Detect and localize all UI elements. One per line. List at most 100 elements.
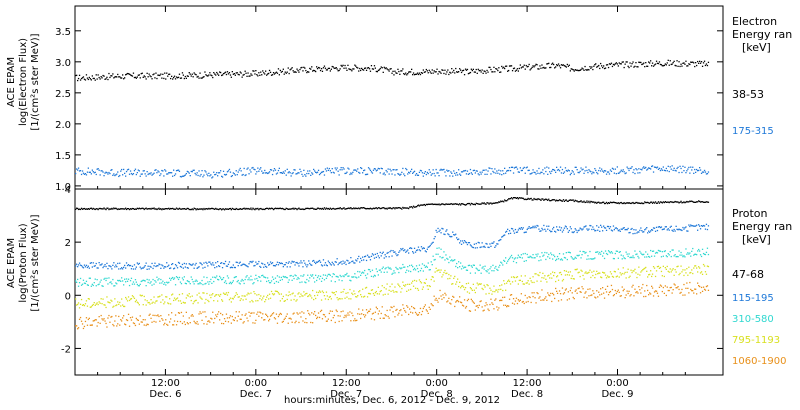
data-point [83,207,86,210]
data-point [410,170,412,172]
data-point [507,199,509,201]
data-point [377,207,379,209]
data-point [544,297,546,300]
data-point [691,61,693,63]
data-point [139,208,141,210]
data-point [376,308,378,310]
data-point [647,253,649,255]
data-point [686,253,688,255]
data-point [237,315,239,317]
data-point [560,227,563,229]
data-point [205,74,207,76]
data-point [387,251,389,254]
data-point [602,66,604,69]
data-point [318,316,321,319]
data-point [330,68,332,70]
data-point [275,173,278,175]
data-point [698,200,700,202]
data-point [379,269,381,271]
data-point [363,169,365,172]
data-point [396,254,398,257]
data-point [370,289,373,291]
data-point [449,71,451,73]
data-point [478,304,480,306]
data-point [353,262,355,264]
data-point [359,313,361,315]
data-point [583,226,585,228]
data-point [185,77,187,79]
data-point [468,310,471,312]
data-point [448,261,450,264]
data-point [212,293,214,295]
data-point [618,172,620,174]
data-point [333,208,335,210]
data-point [182,279,184,281]
data-point [503,280,505,282]
data-point [631,286,633,288]
data-point [414,251,417,253]
data-point [411,206,413,208]
data-point [381,267,383,270]
data-point [363,69,365,71]
data-point [577,255,579,257]
data-point [109,281,111,284]
data-point [489,66,491,69]
data-point [479,203,481,205]
data-point [166,296,168,298]
data-point [451,172,453,174]
data-point [371,289,374,291]
data-point [593,292,595,295]
data-point [332,317,334,319]
data-point [335,261,337,263]
electron-ylabel-line2: log(Electron Flux) [18,37,29,127]
data-point [395,169,397,171]
data-point [280,71,282,73]
data-point [660,256,663,258]
data-point [364,269,366,272]
data-point [258,293,260,296]
data-point [504,296,506,298]
data-point [192,169,194,171]
data-point [385,256,387,258]
data-point [652,65,655,67]
data-point [309,262,311,265]
data-point [132,173,135,175]
data-point [532,169,534,171]
data-point [603,292,605,294]
data-point [379,172,381,174]
data-point [302,275,304,277]
data-point [90,306,92,308]
data-point [314,295,316,297]
data-point [105,265,107,268]
data-point [421,288,424,290]
data-point [703,169,706,172]
data-point [322,291,325,294]
data-point [451,299,453,301]
data-point [699,167,701,169]
data-point [537,274,539,276]
data-point [595,63,597,65]
data-point [369,308,372,310]
data-point [357,168,359,170]
data-point [217,175,219,177]
data-point [142,279,144,281]
data-point [316,66,318,68]
data-point [338,262,340,264]
data-point [490,289,492,291]
data-point [678,61,680,63]
data-point [483,284,485,286]
data-point [279,300,281,302]
data-point [246,208,248,210]
data-point [264,169,266,172]
data-point [481,69,483,71]
data-point [469,204,472,206]
data-point [508,259,510,261]
data-point [375,170,377,172]
data-point [478,174,480,176]
data-point [681,171,683,174]
data-point [308,295,310,297]
data-point [588,69,590,71]
data-point [143,75,145,77]
data-point [274,169,277,171]
data-point [147,265,149,267]
